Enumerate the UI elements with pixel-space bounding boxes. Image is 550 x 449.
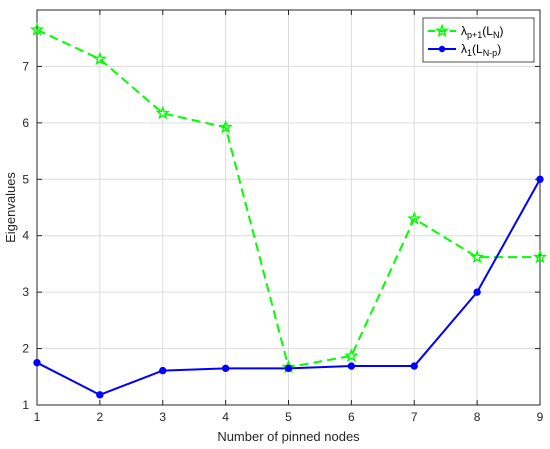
y-tick-label: 6 <box>22 116 29 130</box>
data-point <box>536 175 544 183</box>
x-tick-label: 7 <box>411 410 418 424</box>
y-tick-label: 7 <box>22 59 29 73</box>
data-point <box>33 358 41 367</box>
data-point <box>218 119 233 134</box>
data-point <box>532 249 548 264</box>
x-tick-label: 1 <box>34 410 41 424</box>
data-point <box>155 105 170 120</box>
legend: λp+1(LN) λ1(LN-p) <box>422 17 535 63</box>
data-point <box>344 348 359 362</box>
legend-marker-series-2 <box>438 45 446 53</box>
legend-marker-series-1 <box>434 23 450 38</box>
x-tick-label: 3 <box>159 410 166 424</box>
y-tick-label: 4 <box>22 229 29 243</box>
x-tick-label: 8 <box>474 410 481 424</box>
data-point <box>92 51 108 66</box>
x-tick-label: 6 <box>348 410 355 424</box>
data-point <box>473 288 481 296</box>
data-point <box>410 362 418 370</box>
y-tick-label: 1 <box>22 398 29 412</box>
legend-label-series-2: λ1(LN-p) <box>461 42 501 58</box>
y-tick-label: 2 <box>22 342 29 356</box>
data-point <box>469 249 485 264</box>
legend-entry-series-1: λp+1(LN) <box>428 23 503 40</box>
y-tick-label: 5 <box>22 172 29 186</box>
legend-entry-series-2: λ1(LN-p) <box>428 42 501 58</box>
data-point <box>96 391 104 399</box>
x-axis-label: Number of pinned nodes <box>217 429 360 444</box>
x-tick-label: 2 <box>97 410 104 424</box>
legend-label-series-1: λp+1(LN) <box>461 24 503 40</box>
x-tick-label: 9 <box>537 410 544 424</box>
ticks: 1 2 3 4 5 6 7 8 9 1 2 3 4 5 6 7 <box>22 10 544 424</box>
data-point <box>221 364 230 373</box>
x-tick-label: 5 <box>285 410 292 424</box>
data-point <box>29 22 45 36</box>
data-point <box>159 366 167 375</box>
grid <box>36 10 541 406</box>
data-point <box>407 211 422 225</box>
y-axis-label: Eigenvalues <box>3 172 18 243</box>
x-tick-label: 4 <box>222 410 229 424</box>
series <box>29 22 548 399</box>
data-point <box>284 364 293 373</box>
series-2 <box>33 175 544 399</box>
y-tick-label: 3 <box>22 285 29 299</box>
data-point <box>347 362 356 370</box>
